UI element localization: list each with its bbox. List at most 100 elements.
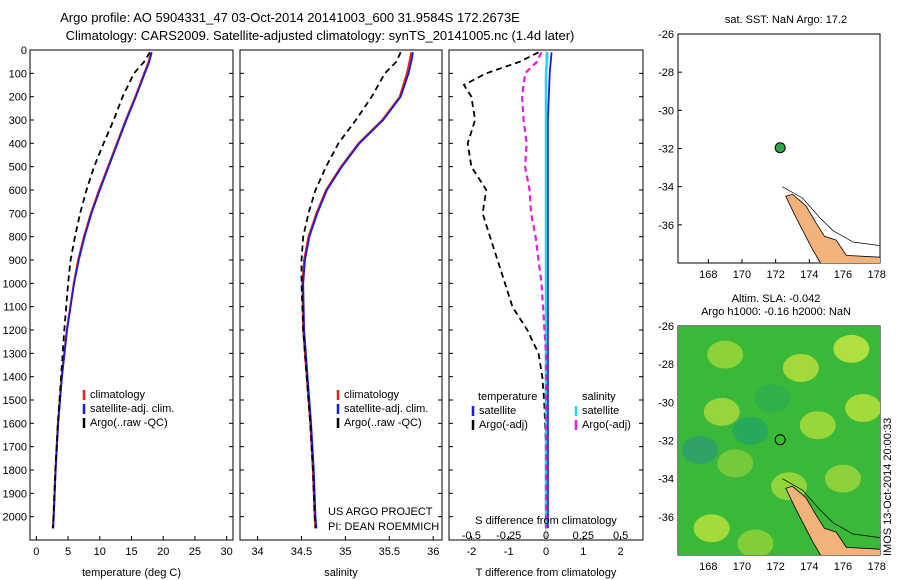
legend-label: satellite-adj. clim.	[90, 403, 174, 415]
project-line2: PI: DEAN ROEMMICH	[328, 521, 439, 533]
depth-tick-label: 700	[9, 208, 27, 220]
sla-map-title-line1: Altim. SLA: -0.042	[731, 293, 821, 305]
lat-tick-label: -30	[658, 397, 674, 409]
difference-tick-label: -2	[466, 546, 476, 558]
argo-salinity-diff-line	[520, 51, 548, 529]
depth-tick-label: 1600	[3, 418, 27, 430]
lon-tick-label: 170	[733, 561, 751, 573]
legend-label: satellite-adj. clim.	[344, 403, 428, 415]
legend-label: satellite	[582, 405, 619, 417]
lon-tick-label: 168	[699, 561, 717, 573]
argo-salinity-line	[300, 51, 402, 529]
temperature-diff-axis-label: T difference from climatology	[476, 567, 617, 579]
lon-tick-label: 176	[834, 561, 852, 573]
legend-label: satellite	[479, 405, 516, 417]
lat-tick-label: -28	[658, 67, 674, 79]
figure-title-line1: Argo profile: AO 5904331_47 03-Oct-2014 …	[60, 10, 520, 25]
sla-anomaly-patch	[707, 340, 744, 369]
salinity-diff-tick-label: 0.25	[573, 530, 594, 542]
bathymetry-contour	[782, 478, 880, 538]
depth-tick-label: 200	[9, 92, 27, 104]
sla-map-title-line2: Argo h1000: -0.16 h2000: NaN	[701, 306, 851, 318]
difference-tick-label: 1	[580, 546, 586, 558]
legend-label: Argo(..raw -QC)	[344, 417, 422, 429]
salinity-tick-label: 34	[251, 546, 263, 558]
depth-tick-label: 1200	[3, 325, 27, 337]
temperature-tick-label: 10	[94, 546, 106, 558]
land-mass	[785, 485, 880, 555]
legend-header-salinity: salinity	[582, 391, 616, 403]
legend-header-temperature: temperature	[478, 391, 537, 403]
temperature-tick-label: 0	[33, 546, 39, 558]
sla-map-layer	[678, 326, 880, 555]
lon-tick-label: 176	[834, 269, 852, 281]
depth-tick-label: 1700	[3, 442, 27, 454]
difference-tick-label: 0	[543, 546, 549, 558]
depth-tick-label: 1800	[3, 465, 27, 477]
depth-tick-label: 1900	[3, 488, 27, 500]
argo-temperature-line	[51, 51, 151, 529]
salinity-axis-label: salinity	[324, 567, 358, 579]
salinity-tick-label: 36	[427, 546, 439, 558]
sla-anomaly-patch	[799, 411, 836, 440]
sla-anomaly-patch	[833, 334, 870, 363]
depth-tick-label: 900	[9, 255, 27, 267]
sst-map-title: sat. SST: NaN Argo: 17.2	[724, 14, 848, 26]
temperature-tick-label: 30	[221, 546, 233, 558]
sla-anomaly-patch	[754, 384, 791, 413]
temperature-axis-label: temperature (deg C)	[82, 567, 181, 579]
argo-temperature-diff-line	[462, 51, 547, 529]
lat-tick-label: -32	[658, 436, 674, 448]
depth-tick-label: 2000	[3, 512, 27, 524]
depth-tick-label: 1300	[3, 348, 27, 360]
salinity-diff-axis-label: S difference from climatology	[475, 515, 617, 527]
project-line1: US ARGO PROJECT	[328, 506, 433, 518]
salinity-diff-tick-label: -0.5	[462, 530, 481, 542]
land-mass	[785, 193, 880, 263]
text-layer: 0100200300400500600700800900100011001200…	[3, 29, 886, 579]
lon-tick-label: 174	[800, 269, 818, 281]
legend-label: Argo(-adj)	[479, 419, 528, 431]
lon-tick-label: 178	[867, 561, 885, 573]
depth-tick-label: 1500	[3, 395, 27, 407]
sla-anomaly-patch	[845, 394, 880, 423]
satellite-salinity-line	[302, 52, 414, 529]
lon-tick-label: 174	[800, 561, 818, 573]
salinity-diff-tick-label: 0.5	[613, 530, 628, 542]
salinity-diff-tick-label: -0.25	[496, 530, 521, 542]
sla-anomaly-patch	[703, 397, 740, 426]
depth-tick-label: 400	[9, 138, 27, 150]
difference-tick-label: 2	[618, 546, 624, 558]
sla-anomaly-patch	[693, 514, 730, 543]
temperature-tick-label: 5	[65, 546, 71, 558]
panel-frame	[239, 49, 443, 541]
legend-label: Argo(-adj)	[582, 419, 631, 431]
lon-tick-label: 172	[766, 269, 784, 281]
sla-anomaly-patch	[824, 464, 861, 493]
depth-tick-label: 500	[9, 162, 27, 174]
bathymetry-contour	[782, 186, 880, 246]
depth-tick-label: 1000	[3, 278, 27, 290]
lon-tick-label: 168	[699, 269, 717, 281]
depth-tick-label: 100	[9, 68, 27, 80]
lat-tick-label: -34	[658, 182, 674, 194]
salinity-tick-label: 35.5	[379, 546, 400, 558]
depth-tick-label: 0	[21, 45, 27, 57]
argo-float-position	[774, 142, 786, 154]
lat-tick-label: -30	[658, 105, 674, 117]
temperature-tick-label: 20	[157, 546, 169, 558]
climatology-salinity-line	[301, 52, 413, 529]
argo-float-position	[774, 434, 786, 446]
sst-map-layer	[782, 186, 880, 263]
depth-tick-label: 800	[9, 232, 27, 244]
sla-anomaly-patch	[717, 449, 754, 478]
depth-tick-label: 300	[9, 115, 27, 127]
depth-tick-label: 1400	[3, 372, 27, 384]
lat-tick-label: -26	[658, 29, 674, 41]
salinity-diff-tick-label: 0	[543, 530, 549, 542]
lat-tick-label: -34	[658, 474, 674, 486]
lat-tick-label: -26	[658, 321, 674, 333]
salinity-tick-label: 35	[339, 546, 351, 558]
figure-title-line2: Climatology: CARS2009. Satellite-adjuste…	[65, 28, 575, 43]
